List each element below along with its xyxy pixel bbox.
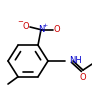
Text: O: O <box>23 23 29 32</box>
Text: NH: NH <box>69 56 82 65</box>
Text: +: + <box>42 23 47 28</box>
Text: −: − <box>17 18 23 25</box>
Text: O: O <box>80 73 86 82</box>
Text: N: N <box>38 25 44 34</box>
Text: O: O <box>54 25 60 34</box>
